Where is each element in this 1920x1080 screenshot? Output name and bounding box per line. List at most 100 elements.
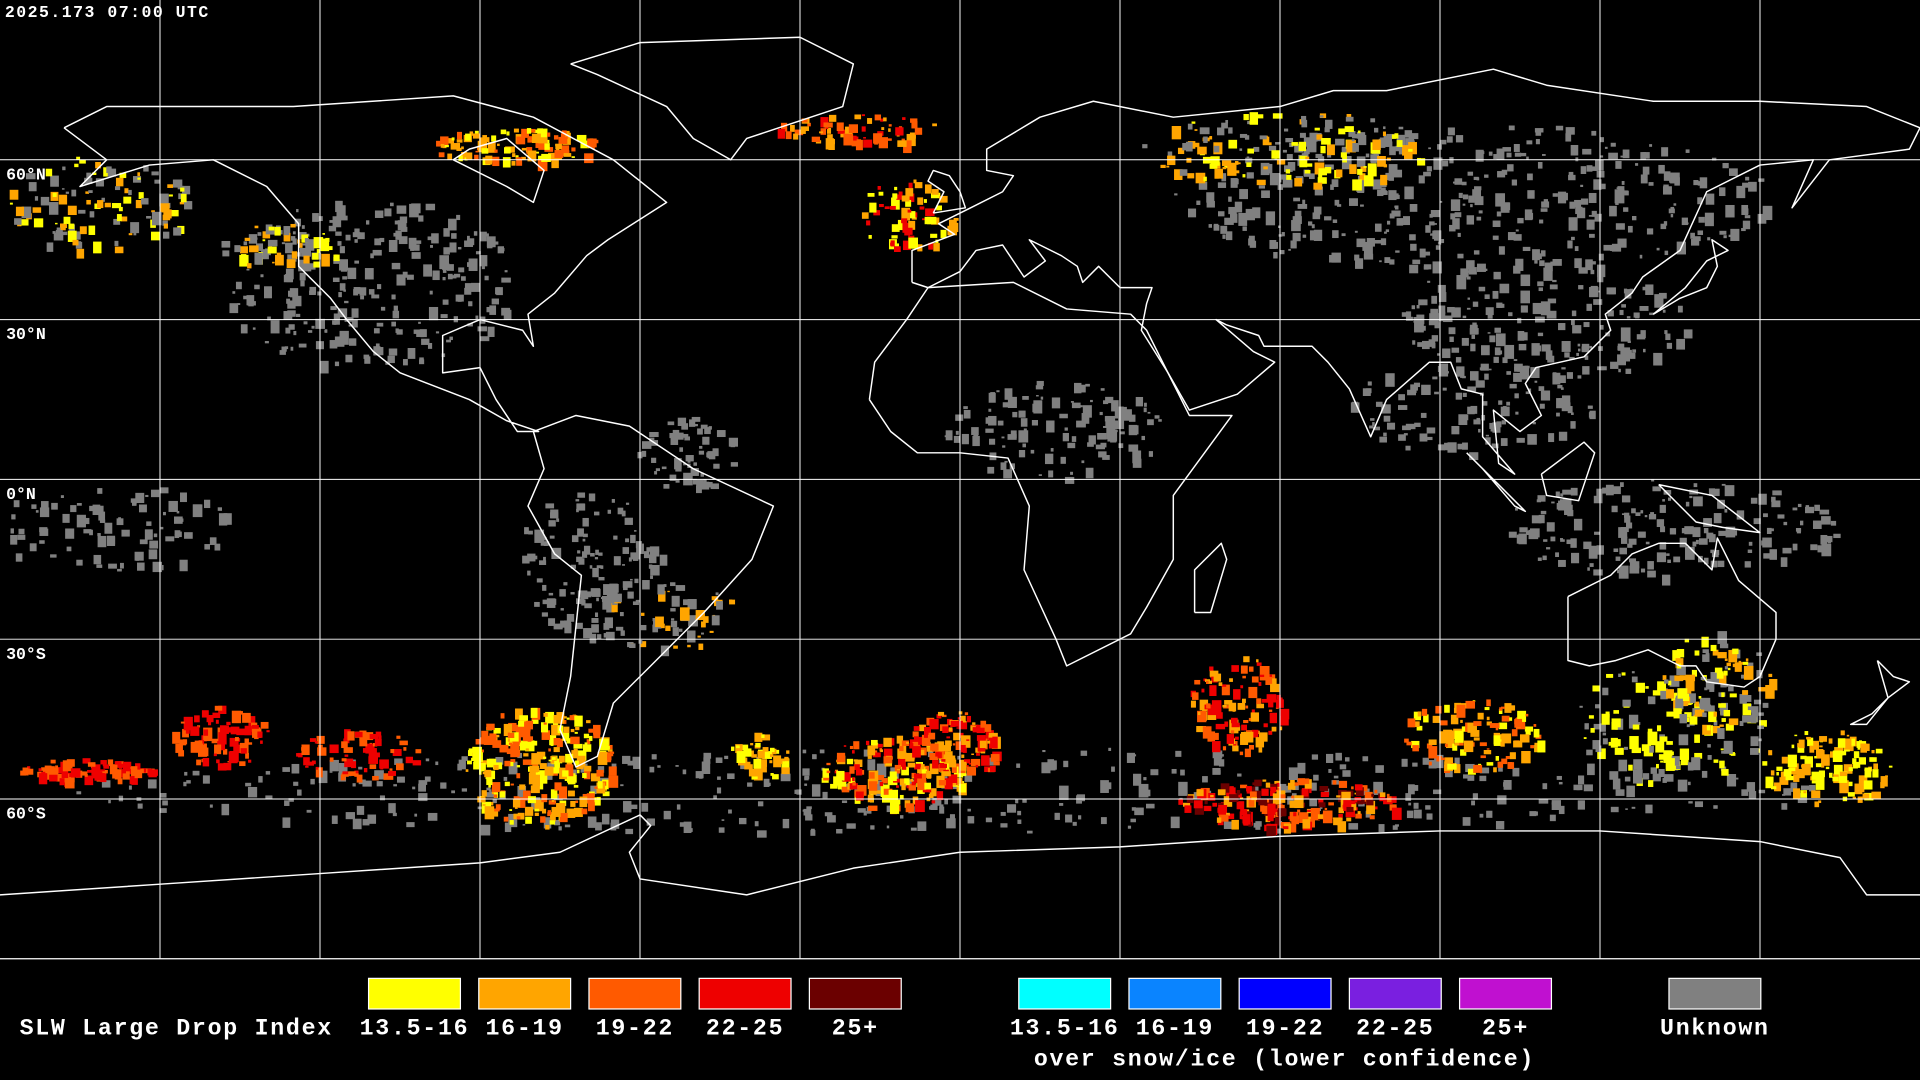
cloud-pixel — [1267, 803, 1276, 815]
cloud-pixel — [1234, 736, 1239, 740]
cloud-pixel — [1643, 348, 1646, 353]
cloud-pixel — [1815, 776, 1825, 790]
cloud-pixel — [566, 613, 575, 622]
cloud-pixel — [97, 505, 104, 516]
cloud-pixel — [901, 138, 905, 141]
cloud-pixel — [1414, 319, 1424, 333]
cloud-pixel — [1547, 269, 1553, 274]
cloud-pixel — [767, 782, 771, 786]
cloud-pixel — [1282, 179, 1293, 188]
cloud-pixel — [794, 129, 804, 136]
cloud-pixel — [1573, 558, 1577, 563]
cloud-pixel — [1703, 518, 1712, 527]
cloud-pixel — [1267, 814, 1274, 822]
cloud-pixel — [913, 736, 919, 741]
cloud-pixel — [481, 790, 487, 797]
cloud-pixel — [1287, 782, 1296, 790]
cloud-pixel — [1203, 136, 1208, 144]
cloud-pixel — [1658, 292, 1667, 299]
cloud-pixel — [1440, 720, 1448, 726]
cloud-pixel — [1629, 558, 1637, 563]
cloud-pixel — [1612, 778, 1621, 790]
cloud-pixel — [867, 759, 876, 771]
cloud-pixel — [389, 768, 393, 771]
cloud-pixel — [374, 770, 384, 780]
cloud-pixel — [1059, 803, 1064, 806]
cloud-pixel — [750, 743, 754, 746]
cloud-pixel — [1261, 788, 1269, 796]
cloud-pixel — [140, 768, 144, 774]
cloud-pixel — [1521, 332, 1528, 341]
cloud-pixel — [577, 492, 586, 498]
cloud-pixel — [1449, 336, 1454, 342]
cloud-pixel — [1422, 340, 1430, 350]
cloud-pixel — [669, 432, 675, 439]
cloud-pixel — [1328, 802, 1334, 806]
cloud-pixel — [1707, 744, 1711, 748]
cloud-pixel — [466, 152, 473, 160]
cloud-pixel — [1486, 699, 1491, 707]
cloud-pixel — [1204, 800, 1208, 805]
cloud-pixel — [20, 219, 29, 226]
cloud-pixel — [1560, 539, 1565, 542]
legend-label: 25+ — [832, 1016, 879, 1042]
cloud-pixel — [1255, 737, 1265, 748]
cloud-pixel — [1521, 536, 1526, 541]
cloud-pixel — [957, 717, 961, 720]
cloud-pixel — [930, 743, 939, 751]
cloud-pixel — [260, 740, 263, 744]
cloud-pixel — [1689, 716, 1698, 725]
cloud-pixel — [1608, 741, 1613, 746]
cloud-pixel — [333, 254, 340, 262]
cloud-pixel — [1507, 232, 1516, 241]
cloud-pixel — [439, 255, 450, 270]
cloud-pixel — [1410, 384, 1418, 391]
cloud-pixel — [223, 762, 232, 771]
cloud-pixel — [218, 513, 228, 526]
cloud-pixel — [1347, 140, 1352, 143]
cloud-pixel — [384, 208, 392, 217]
cloud-pixel — [137, 177, 141, 180]
cloud-pixel — [1710, 644, 1717, 652]
cloud-pixel — [265, 248, 268, 253]
cloud-pixel — [119, 172, 127, 179]
cloud-pixel — [716, 601, 723, 610]
cloud-pixel — [1122, 409, 1132, 421]
cloud-pixel — [1533, 724, 1537, 727]
cloud-pixel — [523, 753, 529, 757]
cloud-pixel — [150, 769, 158, 776]
cloud-pixel — [165, 536, 175, 542]
cloud-pixel — [229, 752, 239, 763]
cloud-pixel — [354, 228, 360, 235]
cloud-pixel — [1357, 130, 1361, 134]
cloud-pixel — [1067, 442, 1076, 449]
cloud-pixel — [1739, 694, 1747, 704]
cloud-pixel — [1031, 420, 1038, 426]
cloud-pixel — [928, 793, 934, 798]
cloud-pixel — [1485, 434, 1489, 437]
cloud-pixel — [1631, 676, 1638, 683]
cloud-pixel — [169, 210, 179, 217]
cloud-pixel — [1270, 683, 1280, 693]
cloud-pixel — [1374, 806, 1378, 810]
cloud-pixel — [144, 529, 153, 540]
cloud-pixel — [567, 790, 575, 797]
cloud-pixel — [423, 264, 433, 277]
cloud-pixel — [1350, 803, 1357, 811]
cloud-pixel — [574, 715, 583, 727]
cloud-pixel — [1588, 412, 1594, 418]
cloud-pixel — [1118, 406, 1127, 416]
cloud-pixel — [548, 520, 556, 527]
cloud-pixel — [467, 235, 470, 239]
cloud-pixel — [659, 554, 668, 566]
cloud-pixel — [1178, 798, 1183, 805]
cloud-pixel — [197, 725, 201, 728]
cloud-pixel — [185, 729, 190, 734]
cloud-pixel — [1379, 792, 1386, 798]
cloud-pixel — [1610, 737, 1618, 748]
cloud-pixel — [1132, 450, 1142, 464]
cloud-pixel — [1230, 730, 1235, 734]
cloud-pixel — [1437, 284, 1446, 293]
cloud-pixel — [1500, 406, 1510, 417]
cloud-pixel — [209, 804, 213, 808]
